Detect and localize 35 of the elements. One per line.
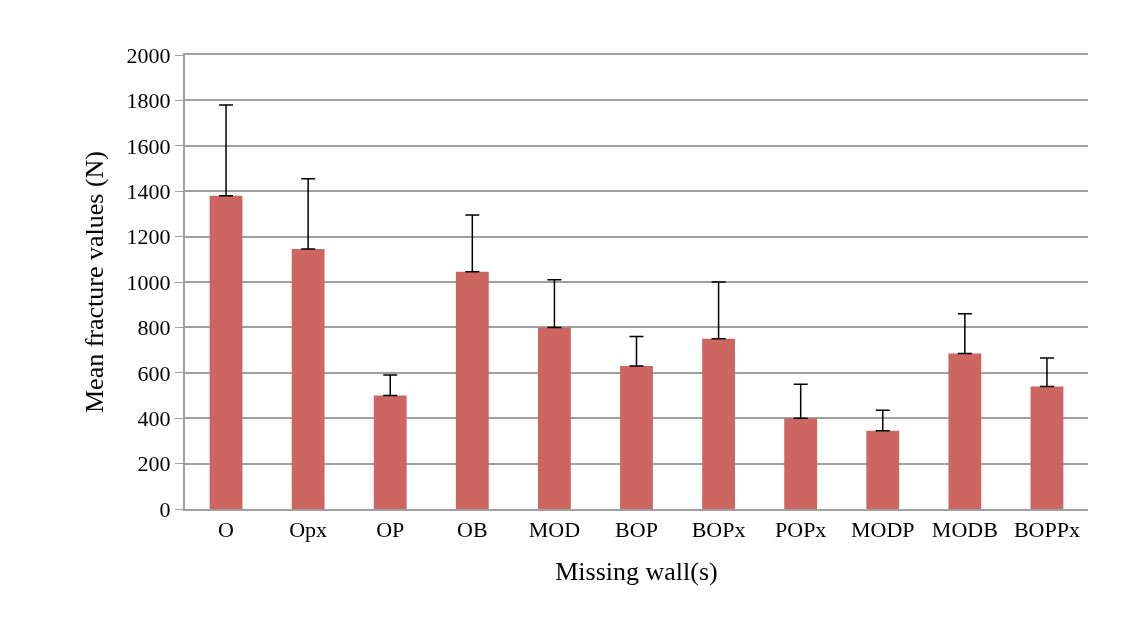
x-tick-label: O [218,517,234,543]
x-tick-label: MOD [528,517,581,543]
y-tick-label: 2000 [126,42,171,68]
y-tick-label: 1600 [126,133,171,159]
bar [373,395,407,509]
x-tick-label: MODP [850,517,915,543]
y-tick-label: 800 [137,315,171,341]
y-tick-label: 0 [159,496,171,522]
x-tick-label: BOPPx [1013,517,1080,543]
x-tick-label: BOP [615,517,658,543]
x-tick-label: OP [376,517,405,543]
y-axis-title: Mean fracture values (N) [80,150,110,414]
y-tick-label: 1000 [126,269,171,295]
x-axis-title: Missing wall(s) [555,556,718,586]
x-tick-label: Opx [289,517,328,543]
y-tick-label: 1200 [126,224,171,250]
bar [455,271,489,509]
bar [702,338,736,509]
bar [948,353,982,509]
bar [209,195,243,509]
bar [866,430,900,509]
x-tick-label: BOPx [691,517,746,543]
bar [784,418,818,509]
y-tick-label: 1800 [126,88,171,114]
x-tick-label: MODB [931,517,998,543]
bar [537,327,571,509]
x-tick-label: OB [457,517,488,543]
x-tick-label: POPx [775,517,827,543]
y-tick-label: 400 [137,405,171,431]
y-tick-label: 1400 [126,178,171,204]
y-tick-label: 200 [137,451,171,477]
bar [1030,386,1064,509]
bar [620,365,653,509]
bar [291,249,325,509]
y-tick-label: 600 [137,360,171,386]
